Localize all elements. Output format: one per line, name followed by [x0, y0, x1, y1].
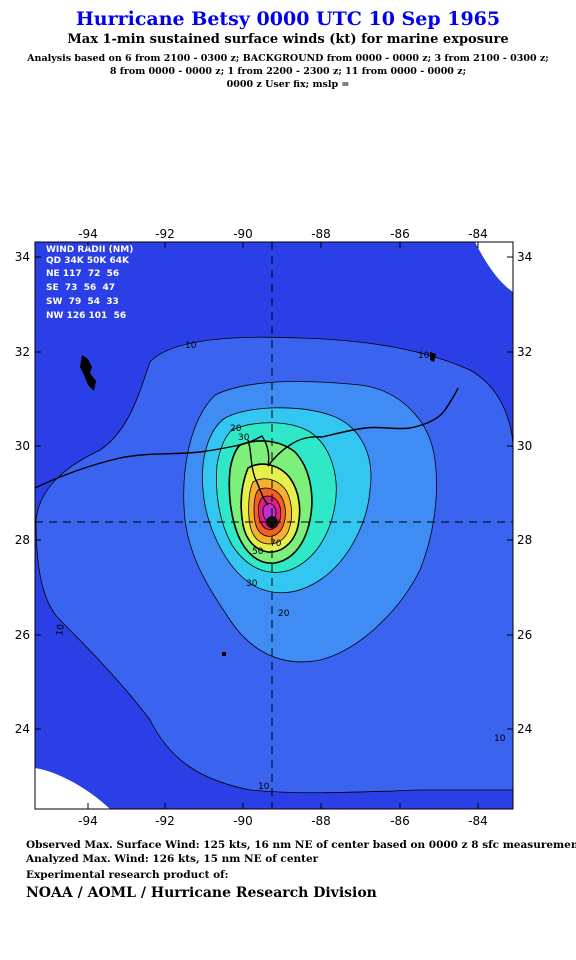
wind-contours: 10 10 10 10 10 20 20 30 30 50 70: [35, 242, 513, 809]
wind-radii-table: WIND RADII (NM) QD 34K 50K 64K NE 117 72…: [46, 245, 133, 321]
island-1: [80, 355, 96, 391]
wind-radii-title: WIND RADII (NM): [46, 245, 133, 255]
lat-tick-label: 34: [15, 250, 30, 264]
lat-tick-label: 26: [517, 628, 532, 642]
lat-tick-label: 30: [517, 439, 532, 453]
lon-tick-label: -90: [233, 814, 253, 828]
island-3: [222, 652, 226, 656]
contour-label: 70: [270, 539, 282, 549]
map-title: Hurricane Betsy 0000 UTC 10 Sep 1965: [75, 8, 501, 30]
axis-ticks: [35, 242, 513, 809]
analyzed-max-wind: Analyzed Max. Wind: 126 kts, 15 nm NE of…: [26, 853, 319, 865]
lon-tick-label: -84: [468, 814, 488, 828]
wind-radii-row-se: SE 73 56 47: [46, 283, 115, 293]
plot-frame: [34, 241, 514, 810]
lat-labels-right: 34 32 30 28 26 24: [517, 250, 532, 736]
wind-radii-header: QD 34K 50K 64K: [46, 256, 130, 266]
analysis-line-3: 0000 z User fix; mslp =: [226, 79, 350, 90]
gulf-coastline: [35, 387, 459, 489]
contour-label: 20: [230, 424, 242, 434]
analysis-line-1: Analysis based on 6 from 2100 - 0300 z; …: [27, 53, 549, 64]
lon-tick-label: -90: [233, 227, 253, 241]
organization-credit: NOAA / AOML / Hurricane Research Divisio…: [26, 885, 377, 901]
lat-tick-label: 26: [15, 628, 30, 642]
wind-radii-row-nw: NW 126 101 56: [46, 311, 126, 321]
lat-tick-label: 24: [517, 722, 532, 736]
contour-label: 50: [252, 547, 264, 557]
lon-tick-label: -92: [155, 814, 175, 828]
contour-label: 10: [418, 351, 430, 361]
island-2: [430, 352, 436, 362]
no-data-region-ne: [475, 242, 513, 292]
map-subtitle: Max 1-min sustained surface winds (kt) f…: [67, 32, 509, 47]
lon-tick-label: -88: [311, 814, 331, 828]
experimental-note: Experimental research product of:: [26, 869, 229, 881]
wind-field-map: 10 10 10 10 10 20 20 30 30 50 70 WIND RA…: [15, 227, 533, 828]
lon-labels-top: -94 -92 -90 -88 -86 -84: [78, 227, 488, 241]
contour-label: 30: [238, 433, 250, 443]
lon-tick-label: -94: [78, 814, 98, 828]
lat-tick-label: 30: [15, 439, 30, 453]
contour-label: 10: [258, 782, 270, 792]
lon-tick-label: -86: [390, 227, 410, 241]
analysis-info: Analysis based on 6 from 2100 - 0300 z; …: [0, 52, 576, 91]
lat-tick-label: 28: [517, 533, 532, 547]
lat-tick-label: 28: [15, 533, 30, 547]
analysis-line-2: 8 from 0000 - 0000 z; 1 from 2200 - 2300…: [109, 66, 467, 77]
lat-tick-label: 34: [517, 250, 532, 264]
lon-tick-label: -84: [468, 227, 488, 241]
lat-tick-label: 32: [517, 345, 532, 359]
wind-radii-row-sw: SW 79 54 33: [46, 297, 119, 307]
contour-label: 10: [55, 623, 67, 636]
contour-label: 10: [494, 734, 506, 744]
contour-label: 10: [185, 341, 197, 351]
lat-tick-label: 32: [15, 345, 30, 359]
wind-radii-row-ne: NE 117 72 56: [46, 269, 119, 279]
contour-label: 20: [278, 609, 290, 619]
lon-tick-label: -88: [311, 227, 331, 241]
lon-tick-label: -92: [155, 227, 175, 241]
no-data-region-sw: [35, 768, 110, 809]
lon-tick-label: -94: [78, 227, 98, 241]
observed-max-wind: Observed Max. Surface Wind: 125 kts, 16 …: [26, 839, 576, 851]
contour-label: 30: [246, 579, 258, 589]
delta-outline: [247, 439, 269, 506]
lat-labels-left: 34 32 30 28 26 24: [15, 250, 30, 736]
lon-labels-bottom: -94 -92 -90 -88 -86 -84: [78, 814, 488, 828]
lon-tick-label: -86: [390, 814, 410, 828]
lat-tick-label: 24: [15, 722, 30, 736]
